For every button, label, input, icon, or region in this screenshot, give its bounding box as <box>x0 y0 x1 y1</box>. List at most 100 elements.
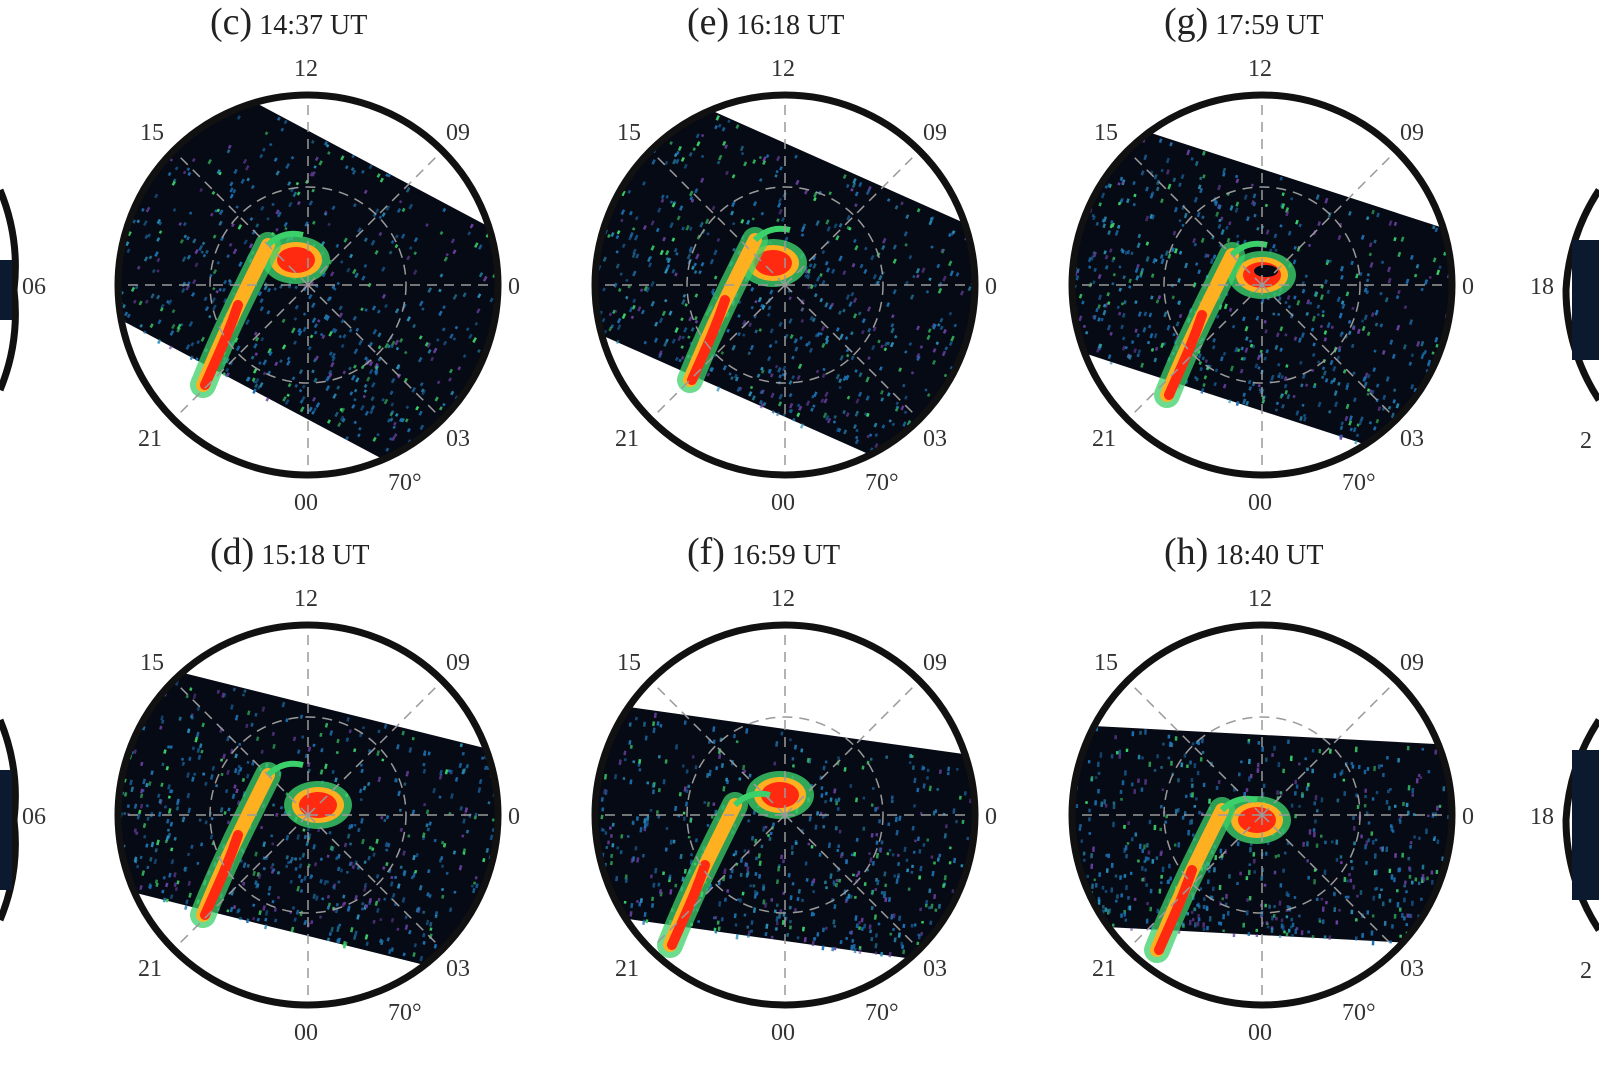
mlt-label-12: 12 <box>771 56 795 82</box>
polar-plot: 121509180621030070° <box>114 56 520 516</box>
mlt-label-09: 09 <box>1400 120 1424 146</box>
aurora-features <box>190 760 352 928</box>
partial-right-top: 18 2 <box>1530 188 1599 454</box>
panel-g: (g) 17:59 UT121509180621030070° <box>1054 0 1474 520</box>
mlt-label-12: 12 <box>294 56 318 82</box>
panel-letter: (e) <box>687 1 730 43</box>
latitude-label: 70° <box>388 1000 422 1026</box>
mlt-label-15: 15 <box>617 650 641 676</box>
mlt-label-06: 06 <box>1462 804 1474 830</box>
panel-time: 16:59 UT <box>724 540 841 571</box>
mlt-label-21: 21 <box>615 956 639 982</box>
mlt-label-00: 00 <box>294 490 318 516</box>
partial-label-18b: 18 <box>1530 804 1554 830</box>
mlt-label-06: 06 <box>985 274 997 300</box>
panel-title: (g) 17:59 UT <box>1164 0 1584 50</box>
panel-e: (e) 16:18 UT121509180621030070° <box>577 0 997 520</box>
mlt-label-12: 12 <box>1248 56 1272 82</box>
mlt-label-09: 09 <box>1400 650 1424 676</box>
partial-label-18: 18 <box>1530 274 1554 300</box>
latitude-label: 70° <box>865 470 899 496</box>
latitude-label: 70° <box>865 1000 899 1026</box>
mlt-label-15: 15 <box>140 650 164 676</box>
mlt-label-03: 03 <box>446 956 470 982</box>
mlt-label-21: 21 <box>138 956 162 982</box>
mlt-label-00: 00 <box>771 490 795 516</box>
aurora-features <box>1144 795 1291 963</box>
aurora-features <box>1154 240 1296 408</box>
panel-c: (c) 14:37 UT121509180621030070° <box>100 0 520 520</box>
polar-plot: 121509180621030070° <box>1068 56 1474 516</box>
mlt-label-09: 09 <box>446 120 470 146</box>
aurora-features <box>677 225 807 393</box>
partial-label-2: 2 <box>1580 428 1592 454</box>
mlt-label-15: 15 <box>140 120 164 146</box>
panel-title: (c) 14:37 UT <box>210 0 630 50</box>
mlt-label-21: 21 <box>1092 956 1116 982</box>
mlt-label-12: 12 <box>1248 586 1272 612</box>
mlt-label-09: 09 <box>923 650 947 676</box>
panel-letter: (g) <box>1164 1 1209 43</box>
polar-ring <box>1068 91 1456 479</box>
mlt-label-12: 12 <box>294 586 318 612</box>
mlt-label-21: 21 <box>1092 426 1116 452</box>
panel-title: (e) 16:18 UT <box>687 0 1107 50</box>
mlt-label-15: 15 <box>1094 120 1118 146</box>
latitude-label: 70° <box>1342 470 1376 496</box>
panel-letter: (f) <box>687 531 725 573</box>
polar-grid <box>1072 625 1452 1005</box>
aurora-features <box>657 771 814 958</box>
panel-time: 17:59 UT <box>1208 10 1324 41</box>
polar-plot: 121509180621030070° <box>1068 586 1474 1046</box>
polar-ring <box>1068 621 1456 1009</box>
partial-label-2b: 2 <box>1580 958 1592 984</box>
panel-time: 15:18 UT <box>254 540 370 571</box>
partial-right-bottom: 18 2 <box>1530 718 1599 984</box>
mlt-label-03: 03 <box>1400 956 1424 982</box>
mlt-label-09: 09 <box>923 120 947 146</box>
partial-left-bottom: 06 <box>0 718 46 922</box>
panel-d: (d) 15:18 UT121509180621030070° <box>100 530 520 1050</box>
polar-ring <box>114 621 502 1009</box>
panel-title: (d) 15:18 UT <box>210 530 630 580</box>
polar-grid <box>595 95 975 475</box>
panel-time: 18:40 UT <box>1208 540 1324 571</box>
panel-h: (h) 18:40 UT121509180621030070° <box>1054 530 1474 1050</box>
mlt-label-12: 12 <box>771 586 795 612</box>
panel-time: 16:18 UT <box>729 10 845 41</box>
mlt-label-03: 03 <box>923 426 947 452</box>
panel-title: (h) 18:40 UT <box>1164 530 1584 580</box>
polar-grid <box>595 625 975 1005</box>
polar-plot: 121509180621030070° <box>114 586 520 1046</box>
polar-ring <box>591 91 979 479</box>
panel-letter: (d) <box>210 531 255 573</box>
panel-title: (f) 16:59 UT <box>687 530 1107 580</box>
partial-left-top: 06 <box>0 188 46 392</box>
latitude-label: 70° <box>1342 1000 1376 1026</box>
polar-grid <box>118 95 498 475</box>
latitude-label: 70° <box>388 470 422 496</box>
image-swath <box>1072 721 1452 963</box>
mlt-label-21: 21 <box>615 426 639 452</box>
polar-plot: 121509180621030070° <box>591 586 997 1046</box>
mlt-label-15: 15 <box>617 120 641 146</box>
mlt-label-00: 00 <box>294 1020 318 1046</box>
mlt-label-00: 00 <box>1248 1020 1272 1046</box>
mlt-label-03: 03 <box>1400 426 1424 452</box>
panel-letter: (c) <box>210 1 253 43</box>
polar-ring <box>114 91 502 479</box>
aurora-features <box>190 230 330 398</box>
polar-plot: 121509180621030070° <box>591 56 997 516</box>
mlt-label-06: 06 <box>508 804 520 830</box>
mlt-label-06: 06 <box>1462 274 1474 300</box>
panel-letter: (h) <box>1164 531 1209 573</box>
polar-grid <box>118 625 498 1005</box>
mlt-label-09: 09 <box>446 650 470 676</box>
mlt-label-00: 00 <box>771 1020 795 1046</box>
polar-ring <box>591 621 979 1009</box>
panel-f: (f) 16:59 UT121509180621030070° <box>577 530 997 1050</box>
mlt-label-06: 06 <box>508 274 520 300</box>
mlt-label-03: 03 <box>923 956 947 982</box>
polar-grid <box>1072 95 1452 475</box>
mlt-label-06: 06 <box>985 804 997 830</box>
